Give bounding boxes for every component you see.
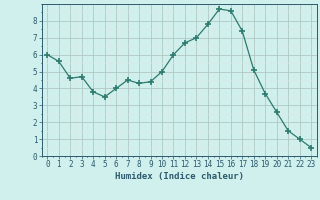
X-axis label: Humidex (Indice chaleur): Humidex (Indice chaleur) [115, 172, 244, 181]
